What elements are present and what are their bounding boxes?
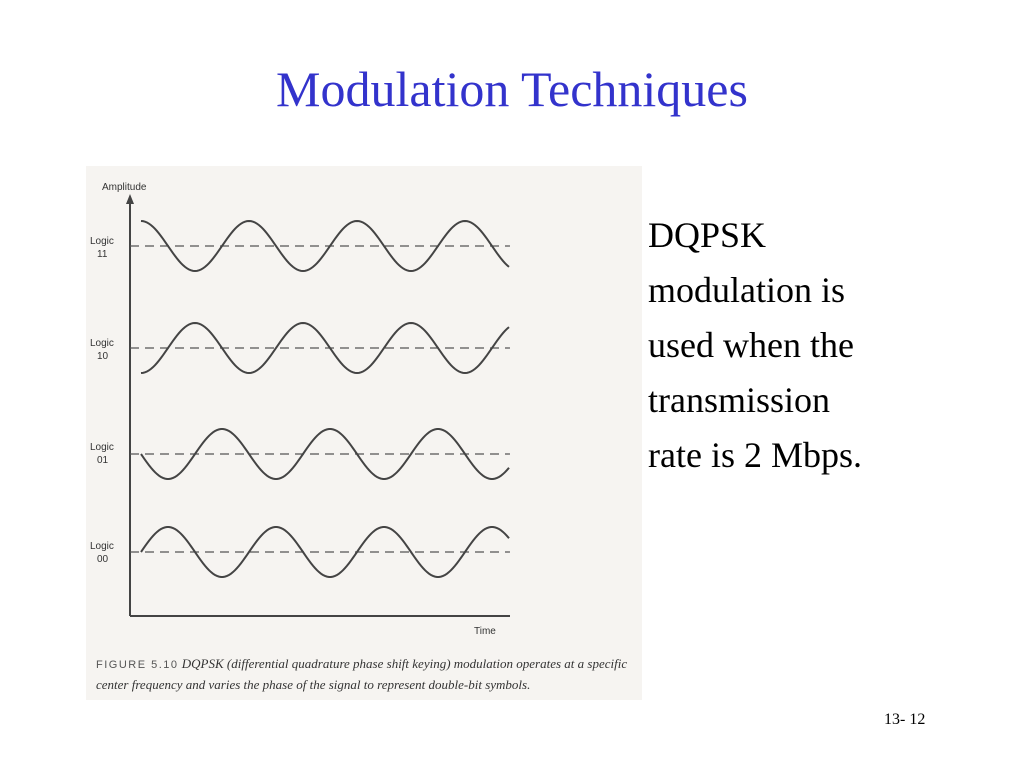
row-4-bits-label: 00 — [97, 554, 109, 565]
figure-number: FIGURE 5.10 — [96, 659, 179, 671]
body-line: transmission — [648, 380, 831, 420]
y-axis-arrow — [126, 194, 134, 204]
body-line: modulation is — [648, 270, 845, 310]
body-text: DQPSK modulation is used when the transm… — [648, 208, 938, 483]
dqpsk-figure: Amplitude Time Logic 11 Logic 10 Logic 0… — [86, 166, 642, 700]
row-2-waveform — [140, 321, 510, 375]
slide-title: Modulation Techniques — [276, 61, 748, 117]
slide-number: 13- 12 — [884, 711, 926, 728]
row-1-bits-label: 11 — [97, 249, 108, 260]
row-1-waveform — [140, 219, 510, 273]
figure-caption: FIGURE 5.10 DQPSK (differential quadratu… — [96, 654, 636, 694]
y-axis-label: Amplitude — [102, 182, 147, 193]
figure-caption-text: DQPSK (differential quadrature phase shi… — [96, 656, 628, 692]
body-line: rate is 2 Mbps. — [648, 435, 862, 475]
row-4-waveform — [140, 526, 510, 578]
row-3-bits-label: 01 — [97, 455, 109, 466]
row-3-logic-label: Logic — [90, 442, 114, 453]
row-2-logic-label: Logic — [90, 338, 114, 349]
row-1-logic-label: Logic — [90, 236, 114, 247]
x-axis-label: Time — [474, 626, 496, 637]
row-3-waveform — [140, 428, 510, 480]
row-2-bits-label: 10 — [97, 351, 109, 362]
body-line: used when the — [648, 325, 854, 365]
waveform-diagram: Amplitude Time Logic 11 Logic 10 Logic 0… — [90, 182, 510, 637]
body-line: DQPSK — [648, 215, 767, 255]
row-4-logic-label: Logic — [90, 541, 114, 552]
